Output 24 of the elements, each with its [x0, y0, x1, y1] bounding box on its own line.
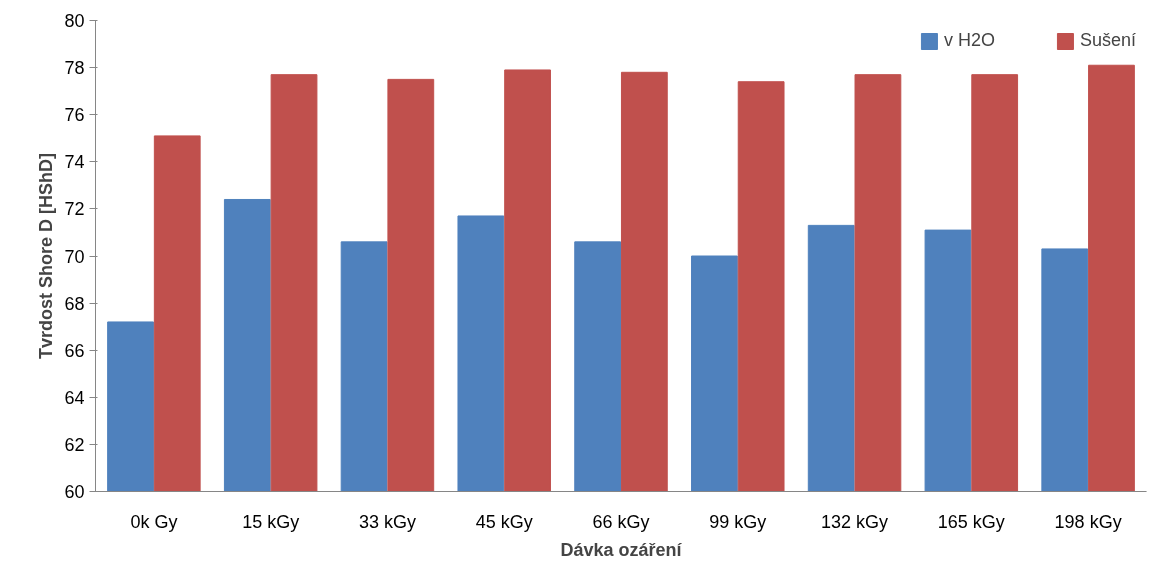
y-axis-title: Tvrdost Shore D [HShD]: [36, 152, 57, 359]
y-tick-label: 72: [64, 199, 85, 220]
y-tick-label: 62: [64, 434, 85, 455]
x-tick-label: 66 kGy: [592, 511, 650, 532]
x-axis-title: Dávka ozáření: [560, 539, 683, 560]
x-tick-label: 165 kGy: [937, 511, 1005, 532]
x-tick-label: 99 kGy: [709, 511, 767, 532]
x-tick-label: 0k Gy: [130, 511, 178, 532]
y-tick-label: 68: [64, 293, 85, 314]
legend-label: v H2O: [943, 30, 995, 51]
y-tick-label: 74: [64, 152, 85, 173]
y-tick-label: 76: [64, 105, 85, 126]
x-tick-label: 33 kGy: [358, 511, 416, 532]
legend-label: Sušení: [1079, 30, 1136, 51]
y-tick-label: 66: [64, 340, 85, 361]
x-tick-label: 198 kGy: [1054, 511, 1122, 532]
x-tick-label: 45 kGy: [475, 511, 533, 532]
x-tick-label: 132 kGy: [821, 511, 889, 532]
y-tick-label: 80: [64, 11, 85, 31]
y-tick-label: 70: [64, 246, 85, 267]
x-tick-label: 15 kGy: [242, 511, 300, 532]
y-tick-label: 78: [64, 58, 85, 79]
y-tick-label: 64: [64, 387, 85, 408]
y-tick-label: 60: [64, 482, 85, 502]
